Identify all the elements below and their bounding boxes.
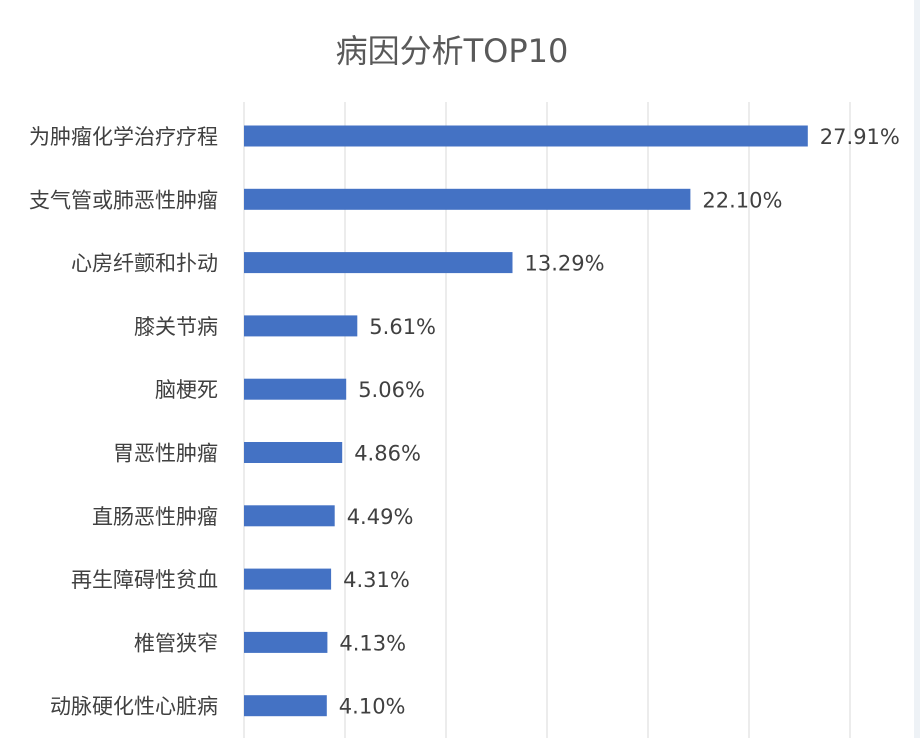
data-label: 27.91% (820, 125, 900, 149)
category-label: 再生障碍性贫血 (71, 568, 218, 592)
bar (244, 378, 347, 400)
bar (244, 188, 691, 210)
category-label: 支气管或肺恶性肿瘤 (29, 188, 218, 212)
category-label: 直肠恶性肿瘤 (92, 505, 218, 529)
category-label: 膝关节病 (134, 315, 218, 339)
bar (244, 505, 335, 527)
category-label: 椎管狭窄 (134, 631, 218, 655)
chart-title: 病因分析TOP10 (336, 32, 569, 70)
bar (244, 125, 808, 147)
data-label: 4.13% (339, 631, 406, 655)
bar (244, 252, 513, 274)
data-label: 4.86% (354, 442, 421, 466)
bar (244, 315, 358, 337)
data-label: 4.31% (343, 568, 410, 592)
bars (244, 125, 808, 717)
category-label: 脑梗死 (155, 378, 218, 402)
window-edge (914, 0, 920, 738)
category-labels: 为肿瘤化学治疗疗程支气管或肺恶性肿瘤心房纤颤和扑动膝关节病脑梗死胃恶性肿瘤直肠恶… (29, 125, 218, 719)
data-label: 5.06% (358, 378, 425, 402)
data-label: 5.61% (369, 315, 436, 339)
bar (244, 568, 332, 590)
category-label: 为肿瘤化学治疗疗程 (29, 125, 218, 149)
data-label: 4.10% (339, 695, 406, 719)
category-label: 动脉硬化性心脏病 (50, 695, 218, 719)
bar (244, 695, 327, 717)
category-label: 胃恶性肿瘤 (113, 442, 218, 466)
data-label: 4.49% (347, 505, 414, 529)
bar (244, 442, 343, 463)
data-label: 13.29% (525, 252, 605, 276)
value-labels: 27.91% 22.10% 13.29% 5.61% 5.06% 4.86% 4.49% 4.… (339, 125, 900, 719)
data-label: 22.10% (702, 188, 782, 212)
category-label: 心房纤颤和扑动 (71, 252, 218, 276)
bar (244, 631, 328, 653)
